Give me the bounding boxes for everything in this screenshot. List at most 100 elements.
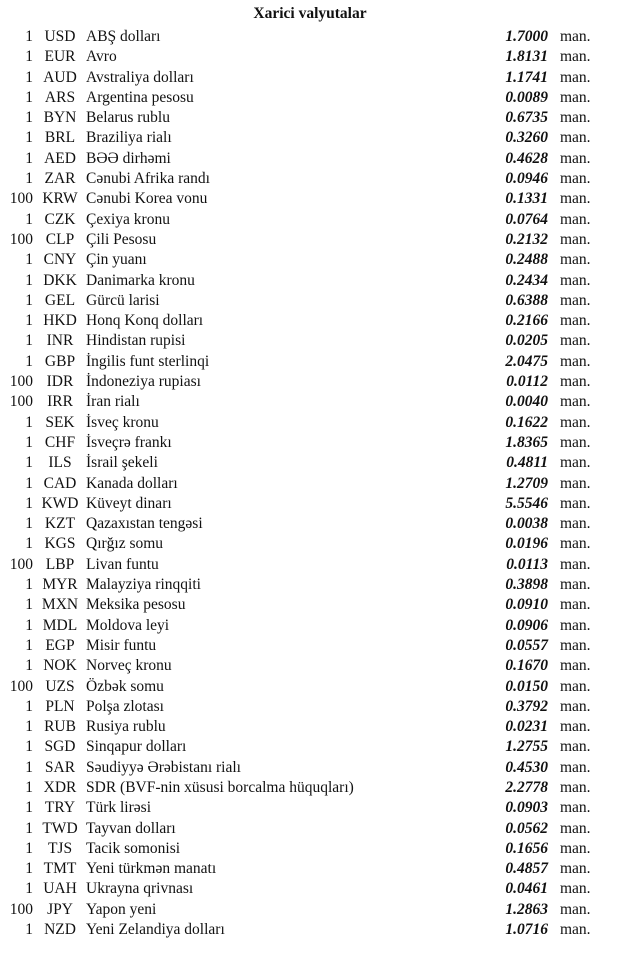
currency-code: AED <box>44 149 76 167</box>
exchange-rate: 0.2488 <box>505 251 548 269</box>
unit-count: 1 <box>25 454 33 472</box>
currency-unit: man. <box>560 210 591 228</box>
table-row: 1 PLN Polşa zlotası 0.3792 man. <box>0 697 620 717</box>
table-row: 1 EGP Misir funtu 0.0557 man. <box>0 636 620 656</box>
table-row: 1 TMT Yeni türkmən manatı 0.4857 man. <box>0 859 620 879</box>
exchange-rate: 0.0231 <box>505 718 548 736</box>
table-row: 1 BRL Braziliya rialı 0.3260 man. <box>0 128 620 148</box>
exchange-rate: 1.1741 <box>505 68 548 86</box>
table-row: 1 KWD Küveyt dinarı 5.5546 man. <box>0 494 620 514</box>
currency-name: Yeni Zelandiya dolları <box>86 921 225 939</box>
currency-name: Yapon yeni <box>86 900 157 918</box>
table-row: 1 CZK Çexiya kronu 0.0764 man. <box>0 210 620 230</box>
currency-unit: man. <box>560 697 591 715</box>
currency-code: TRY <box>44 799 76 817</box>
currency-code: AUD <box>43 68 77 86</box>
currency-code: RUB <box>44 718 76 736</box>
table-row: 1 USD ABŞ dolları 1.7000 man. <box>0 27 620 47</box>
currency-unit: man. <box>560 352 591 370</box>
currency-name: Səudiyyə Ərəbistanı rialı <box>86 758 241 776</box>
currency-unit: man. <box>560 738 591 756</box>
currency-name: ABŞ dolları <box>86 28 161 45</box>
exchange-rate: 0.0196 <box>505 535 548 553</box>
unit-count: 1 <box>25 697 33 715</box>
table-row: 1 EUR Avro 1.8131 man. <box>0 47 620 67</box>
currency-code: USD <box>44 28 76 45</box>
unit-count: 1 <box>25 312 33 330</box>
unit-count: 1 <box>25 616 33 634</box>
currency-name: Hindistan rupisi <box>86 332 186 350</box>
table-row: 1 KZT Qazaxıstan tengəsi 0.0038 man. <box>0 514 620 534</box>
currency-name: Avstraliya dolları <box>86 68 194 86</box>
currency-name: Qırğız somu <box>86 535 164 553</box>
currency-unit: man. <box>560 291 591 309</box>
currency-unit: man. <box>560 596 591 614</box>
table-row: 1 TJS Tacik somonisi 0.1656 man. <box>0 839 620 859</box>
table-row: 1 GEL Gürcü larisi 0.6388 man. <box>0 291 620 311</box>
unit-count: 1 <box>25 109 33 127</box>
currency-unit: man. <box>560 190 591 208</box>
unit-count: 1 <box>25 474 33 492</box>
exchange-rate: 1.2709 <box>505 474 548 492</box>
currency-name: İngilis funt sterlinqi <box>86 352 210 370</box>
currency-code: ARS <box>44 88 76 106</box>
unit-count: 1 <box>25 352 33 370</box>
unit-count: 1 <box>25 129 33 147</box>
currency-code: UZS <box>45 677 75 695</box>
unit-count: 1 <box>25 271 33 289</box>
currency-unit: man. <box>560 880 591 898</box>
currency-name: Özbək somu <box>86 677 164 695</box>
table-row: 1 NOK Norveç kronu 0.1670 man. <box>0 656 620 676</box>
unit-count: 1 <box>25 210 33 228</box>
currency-unit: man. <box>560 860 591 878</box>
currency-unit: man. <box>560 616 591 634</box>
currency-name: Ukrayna qrivnası <box>86 880 194 898</box>
unit-count: 1 <box>25 596 33 614</box>
currency-unit: man. <box>560 576 591 594</box>
exchange-rate: 0.4530 <box>505 758 548 776</box>
currency-code: KWD <box>41 494 79 512</box>
currency-code: CHF <box>44 433 76 451</box>
currency-name: Rusiya rublu <box>86 718 166 736</box>
currency-unit: man. <box>560 28 591 45</box>
unit-count: 1 <box>25 799 33 817</box>
exchange-rate: 0.3898 <box>505 576 548 594</box>
currency-name: Tayvan dolları <box>86 819 176 837</box>
table-row: 1 DKK Danimarka kronu 0.2434 man. <box>0 271 620 291</box>
currency-unit: man. <box>560 758 591 776</box>
unit-count: 1 <box>25 839 33 857</box>
table-row: 1 AUD Avstraliya dolları 1.1741 man. <box>0 68 620 88</box>
unit-count: 100 <box>9 393 33 411</box>
currency-name: Cənubi Afrika randı <box>86 170 210 188</box>
table-row: 1 CAD Kanada dolları 1.2709 man. <box>0 474 620 494</box>
exchange-rate: 1.8131 <box>505 48 548 66</box>
currency-code: EUR <box>44 48 76 66</box>
table-row: 1 KGS Qırğız somu 0.0196 man. <box>0 534 620 554</box>
currency-code: NOK <box>43 657 77 675</box>
currency-unit: man. <box>560 332 591 350</box>
exchange-rate: 0.0946 <box>505 170 548 188</box>
currency-unit: man. <box>560 778 591 796</box>
unit-count: 1 <box>25 515 33 533</box>
table-row: 1 XDR SDR (BVF-nin xüsusi borcalma hüquqla… <box>0 778 620 798</box>
exchange-rate: 1.8365 <box>505 433 548 451</box>
currency-unit: man. <box>560 819 591 837</box>
currency-code: SGD <box>44 738 76 756</box>
currency-code: PLN <box>45 697 75 715</box>
currency-name: Çin yuanı <box>86 251 147 269</box>
table-row: 1 AED BƏƏ dirhəmi 0.4628 man. <box>0 149 620 169</box>
unit-count: 1 <box>25 778 33 796</box>
unit-count: 1 <box>25 332 33 350</box>
unit-count: 1 <box>25 28 33 45</box>
exchange-rate: 1.2755 <box>505 738 548 756</box>
currency-name: Norveç kronu <box>86 657 172 675</box>
currency-unit: man. <box>560 555 591 573</box>
table-row: 1 UAH Ukrayna qrivnası 0.0461 man. <box>0 879 620 899</box>
currency-name: Tacik somonisi <box>86 839 181 857</box>
exchange-rate: 0.4811 <box>506 454 548 472</box>
unit-count: 1 <box>25 170 33 188</box>
unit-count: 1 <box>25 738 33 756</box>
table-row: 1 SGD Sinqapur dolları 1.2755 man. <box>0 737 620 757</box>
exchange-rate: 0.0910 <box>505 596 548 614</box>
exchange-rate: 0.3792 <box>505 697 548 715</box>
